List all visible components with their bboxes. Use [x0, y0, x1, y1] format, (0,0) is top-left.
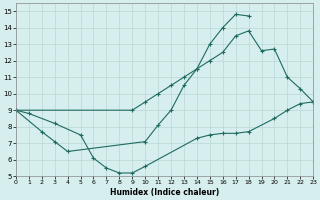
X-axis label: Humidex (Indice chaleur): Humidex (Indice chaleur)	[110, 188, 219, 197]
